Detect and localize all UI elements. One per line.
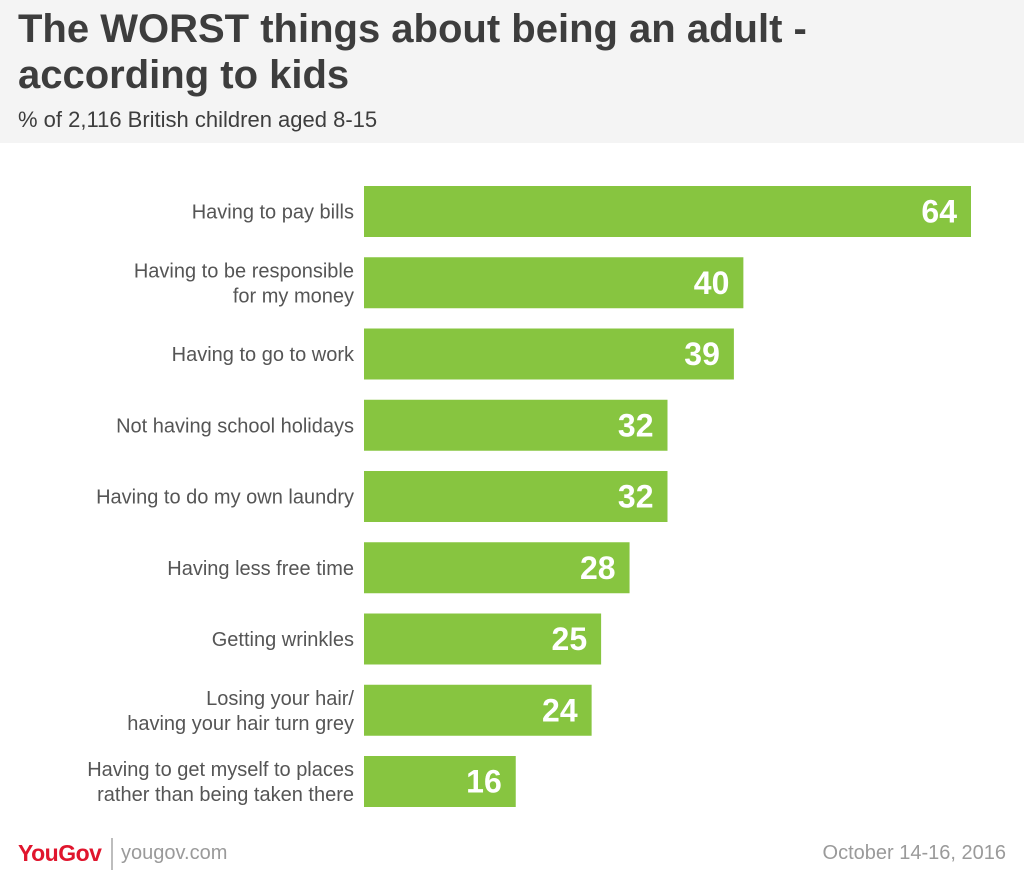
bar-value-label: 28	[580, 550, 616, 586]
bar	[364, 328, 734, 380]
bar-value-label: 25	[552, 621, 588, 657]
category-label: Having to do my own laundry	[96, 487, 354, 509]
bar	[364, 186, 971, 237]
bar-value-label: 39	[684, 336, 720, 372]
category-label: Having to go to work	[172, 344, 355, 366]
bar	[364, 257, 744, 309]
category-label: having your hair turn grey	[127, 713, 354, 735]
category-label: Having to be responsible	[134, 260, 354, 282]
category-label: for my money	[233, 285, 354, 307]
bar	[364, 399, 668, 451]
bar-value-label: 32	[618, 407, 654, 443]
bar-value-label: 40	[694, 265, 730, 301]
yougov-logo: YouGov	[18, 840, 102, 866]
category-label: Getting wrinkles	[212, 629, 354, 651]
footer-website: yougov.com	[121, 842, 228, 864]
footer-date: October 14-16, 2016	[822, 842, 1006, 864]
category-label: Having to get myself to places	[87, 759, 354, 781]
bar-value-label: 16	[466, 764, 502, 800]
bar-value-label: 64	[921, 194, 957, 230]
chart-subtitle: % of 2,116 British children aged 8-15	[18, 107, 378, 132]
bar-value-label: 32	[618, 479, 654, 515]
category-label: rather than being taken there	[97, 784, 354, 806]
category-label: Having less free time	[167, 558, 354, 580]
bar	[364, 756, 516, 807]
bar	[364, 613, 602, 665]
bar	[364, 471, 668, 522]
header: The WORST things about being an adult - …	[0, 0, 1024, 143]
category-label: Not having school holidays	[116, 415, 354, 437]
category-label: Having to pay bills	[192, 202, 354, 224]
bar-value-label: 24	[542, 692, 578, 728]
bar	[364, 542, 630, 594]
footer-divider	[111, 838, 113, 870]
bar-chart: 64 Having to pay bills 40 Having to be resp…	[87, 186, 971, 807]
chart-title: The WORST things about being an adult - …	[18, 7, 807, 97]
category-label: Losing your hair/	[206, 688, 354, 710]
bar	[364, 684, 592, 736]
